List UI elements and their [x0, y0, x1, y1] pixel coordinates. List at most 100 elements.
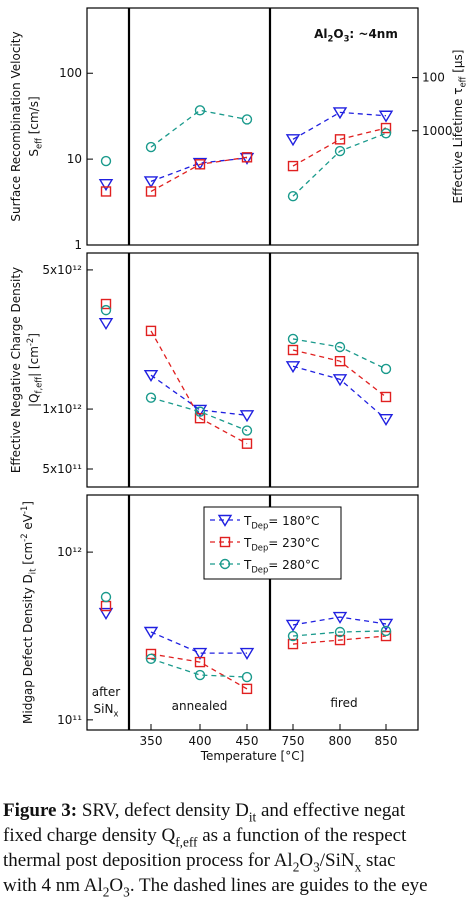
caption-line: Figure 3: SRV, defect density Dit and ef…	[3, 800, 406, 825]
marker	[332, 611, 348, 624]
marker	[241, 683, 253, 695]
marker	[145, 653, 157, 665]
y2-tick-label: 1000	[422, 124, 453, 138]
marker	[194, 159, 206, 170]
marker	[217, 514, 233, 527]
series-line	[150, 374, 248, 416]
section-label: after	[92, 685, 120, 699]
y-tick-label: 10	[67, 152, 82, 166]
y-tick-label: 1x10¹²	[42, 402, 82, 416]
marker	[194, 406, 206, 417]
marker	[194, 656, 206, 668]
marker	[378, 110, 394, 123]
marker	[285, 361, 301, 374]
marker	[239, 152, 255, 165]
marker	[332, 107, 348, 120]
marker	[380, 625, 392, 637]
marker	[287, 630, 299, 642]
marker	[287, 638, 299, 650]
marker	[241, 114, 253, 125]
section-label: SiNx	[94, 702, 119, 719]
marker	[285, 134, 301, 147]
marker	[192, 647, 208, 660]
marker	[143, 626, 159, 639]
marker	[98, 607, 114, 620]
caption-line: fixed charge density Qf,eff as a functio…	[3, 825, 407, 850]
legend-label: TDep= 280°C	[243, 558, 319, 575]
marker	[287, 344, 299, 356]
marker	[100, 186, 112, 197]
marker	[194, 105, 206, 116]
marker	[334, 355, 346, 367]
series-line	[292, 338, 387, 370]
annotation: Al2O3: ~4nm	[314, 27, 398, 44]
marker	[380, 363, 392, 375]
series-line	[150, 330, 248, 445]
marker	[380, 128, 392, 139]
marker	[143, 369, 159, 383]
marker	[100, 304, 112, 316]
marker	[334, 134, 346, 145]
series-line	[150, 631, 247, 654]
y-axis-label: Seff [cm/s]	[27, 96, 44, 156]
section-label: annealed	[172, 699, 228, 713]
marker	[194, 412, 206, 424]
series-line	[150, 397, 248, 432]
marker	[241, 425, 253, 436]
marker	[192, 157, 208, 170]
series-line	[150, 157, 248, 183]
x-tick-label: 450	[236, 734, 259, 748]
marker	[219, 536, 231, 548]
y-tick-label: 1	[74, 238, 82, 252]
legend-box	[203, 506, 342, 580]
marker	[219, 558, 231, 570]
marker	[378, 413, 394, 426]
marker	[145, 186, 157, 197]
y-axis-label: Surface Recombination Velocity	[9, 31, 23, 221]
y-tick-label: 5x10¹¹	[42, 462, 82, 476]
marker	[241, 438, 253, 449]
y-axis-label: Effective Negative Charge Density	[9, 267, 23, 473]
y2-tick-label: 100	[422, 71, 445, 85]
legend-label: TDep= 230°C	[243, 536, 319, 553]
series-line	[150, 109, 248, 148]
marker	[100, 155, 112, 167]
series-line	[292, 635, 387, 645]
x-tick-label: 800	[329, 734, 352, 748]
marker	[287, 191, 299, 202]
marker	[98, 317, 114, 331]
series-line	[150, 653, 248, 690]
panel-frame	[86, 494, 419, 731]
x-axis-label: Temperature [°C]	[200, 749, 305, 763]
y-tick-label: 5x10¹²	[42, 263, 82, 277]
marker	[287, 160, 299, 172]
series-line	[292, 616, 387, 626]
marker	[143, 176, 159, 189]
series-line	[150, 156, 248, 193]
y-axis-label: |Qf,eff| [cm-2]	[25, 333, 43, 407]
series-line	[292, 127, 387, 167]
y-axis-label: Midgap Defect Density Dit [cm-2 eV-1]	[19, 501, 37, 724]
marker	[145, 325, 157, 337]
series-line	[150, 658, 248, 678]
caption-line: thermal post deposition process for Al2O…	[3, 850, 396, 875]
marker	[332, 374, 348, 387]
panel-frame	[86, 252, 419, 488]
y2-axis-label: Effective Lifetime τeff [µs]	[451, 50, 468, 204]
marker	[100, 591, 112, 603]
series-line	[292, 365, 387, 420]
marker	[145, 392, 157, 403]
y-tick-label: 100	[59, 66, 82, 80]
marker	[378, 618, 394, 631]
marker	[98, 179, 114, 192]
marker	[194, 669, 206, 681]
caption-line: with 4 nm Al2O3. The dashed lines are gu…	[3, 875, 428, 900]
section-label: fired	[330, 696, 357, 710]
x-tick-label: 400	[189, 734, 212, 748]
marker	[334, 634, 346, 646]
marker	[380, 391, 392, 403]
marker	[239, 410, 255, 423]
legend-label: TDep= 180°C	[243, 514, 319, 531]
marker	[334, 626, 346, 638]
